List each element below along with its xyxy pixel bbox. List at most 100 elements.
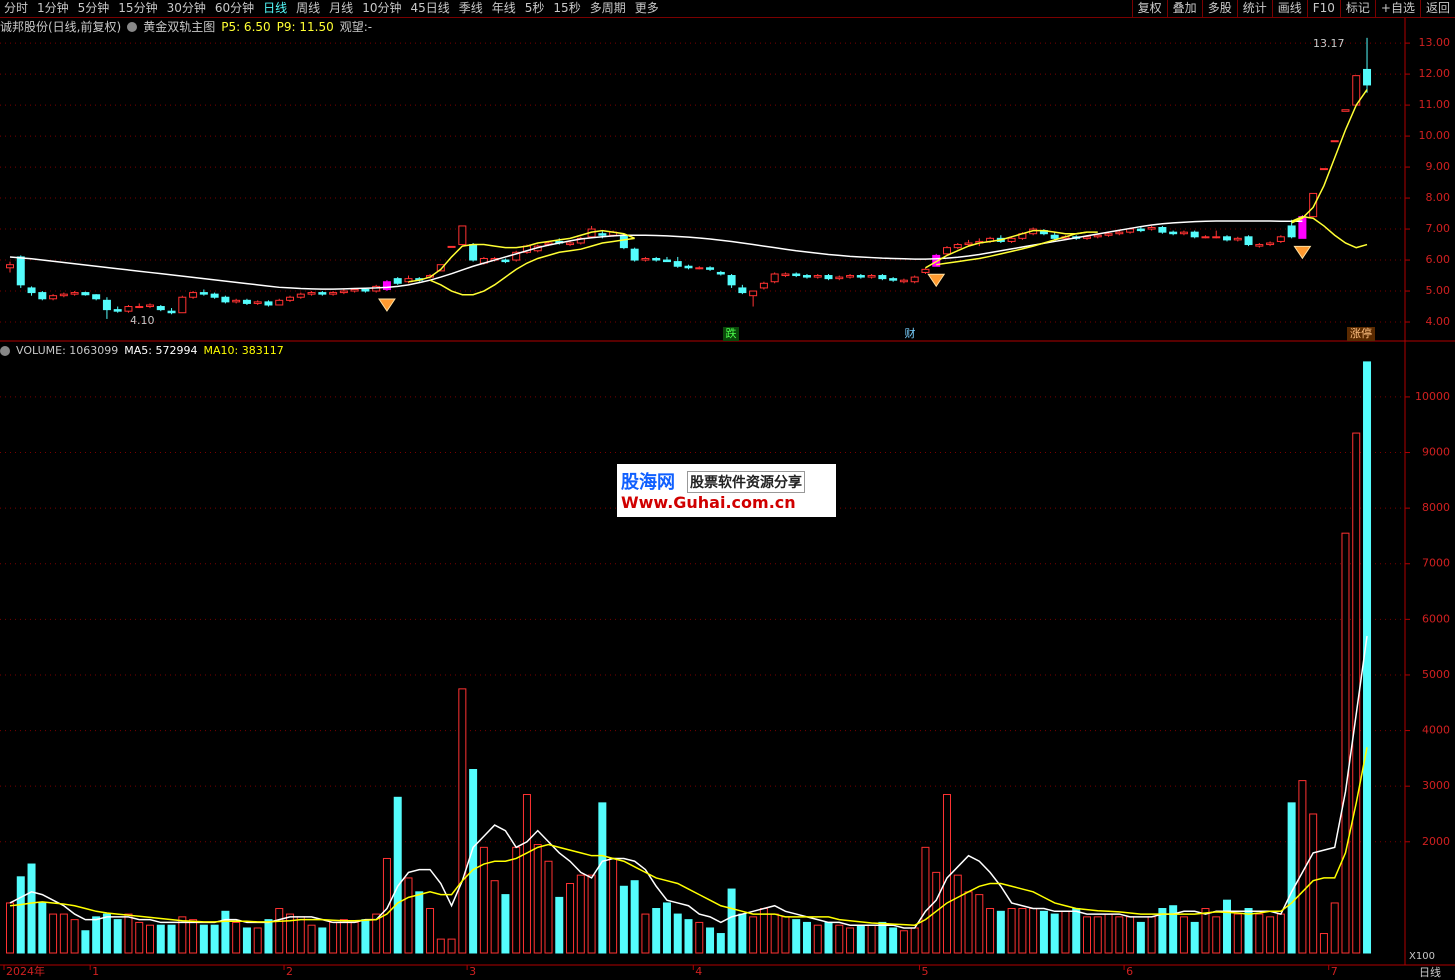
mark-box [723, 327, 739, 341]
period-tab[interactable]: 45日线 [410, 1, 450, 15]
period-tab[interactable]: 周线 [296, 1, 321, 15]
volume-bar [1244, 908, 1253, 954]
period-tab[interactable]: 年线 [491, 1, 516, 15]
volume-bar [296, 916, 305, 954]
volume-bar [695, 921, 704, 954]
volume-bar [1341, 532, 1350, 954]
candle-body [286, 296, 295, 301]
volume-bar [921, 846, 930, 954]
volume-bar [662, 902, 671, 954]
volume-header: VOLUME: 1063099 MA5: 572994 MA10: 383117 [0, 342, 284, 360]
volume-bar [6, 902, 14, 954]
tool-button[interactable]: F10 [1306, 0, 1340, 17]
candle-body [1223, 236, 1232, 241]
period-tab[interactable]: 60分钟 [214, 1, 255, 15]
period-tab[interactable]: 多周期 [589, 1, 626, 15]
tool-button[interactable]: 统计 [1236, 0, 1272, 17]
tool-button[interactable]: 复权 [1131, 0, 1167, 17]
candle-body [1266, 242, 1275, 246]
candle-body [318, 292, 327, 295]
volume-bar [307, 924, 316, 954]
volume-bar [447, 938, 456, 954]
volume-bar [932, 871, 941, 954]
volume-bar [393, 796, 402, 954]
volume-bar [81, 930, 90, 954]
candle-body [921, 268, 930, 273]
legend: P5: 6.50 P9: 11.50 [221, 18, 334, 36]
volume-bar [609, 857, 618, 954]
period-tab[interactable]: 5分钟 [77, 1, 110, 15]
period-tab[interactable]: 月线 [329, 1, 354, 15]
volume-bar [1050, 913, 1059, 954]
volume-bar [479, 846, 488, 954]
volume-bar [770, 913, 779, 954]
candle-body [146, 304, 155, 308]
candle-body [512, 251, 521, 261]
indicator-line [408, 229, 635, 283]
period-tab[interactable]: 15秒 [553, 1, 581, 15]
period-tab[interactable]: 30分钟 [166, 1, 206, 15]
period-tab[interactable]: 分时 [4, 1, 29, 15]
volume-bar [167, 924, 176, 954]
period-tab[interactable]: 15分钟 [118, 1, 158, 15]
volume-bar [544, 860, 553, 954]
candle-body [598, 233, 607, 236]
period-tab[interactable]: 日线 [263, 1, 288, 15]
tool-button[interactable]: 返回 [1419, 0, 1455, 17]
tool-button[interactable]: 多股 [1201, 0, 1237, 17]
volume-bar [1039, 910, 1048, 954]
tool-button[interactable]: 标记 [1339, 0, 1375, 17]
candle-body [102, 299, 111, 311]
x-tick-label: 6 [1126, 965, 1133, 978]
period-tab[interactable]: 10分钟 [362, 1, 402, 15]
period-tab[interactable]: 1分钟 [37, 1, 69, 15]
tool-button[interactable]: 画线 [1271, 0, 1307, 17]
volume-bar [253, 927, 262, 954]
period-tab[interactable]: 季线 [458, 1, 483, 15]
candle-body [878, 275, 887, 280]
candle-body [1233, 237, 1242, 241]
volume-bar [706, 927, 715, 954]
candle-body [1212, 236, 1221, 239]
watermark-url: Www.Guhai.com.cn [621, 493, 796, 512]
indicator-line [1291, 89, 1368, 224]
menu-dot[interactable] [127, 22, 138, 32]
candle-body [501, 259, 510, 263]
volume-bar [813, 924, 822, 954]
candle-body [964, 242, 973, 246]
candle-body [942, 247, 951, 255]
x-tick-label: 2024年 [6, 964, 45, 978]
candle-body [759, 282, 768, 289]
period-label: 日线 [1419, 965, 1441, 979]
candle-body [802, 275, 811, 278]
candle-body [307, 292, 316, 295]
volume-bar [792, 919, 801, 954]
ma-line [9, 220, 1303, 290]
period-tab[interactable]: 5秒 [524, 1, 545, 15]
candle-body [436, 264, 445, 272]
volume-bar [899, 930, 908, 954]
candle-body [1104, 233, 1113, 236]
high-annotation: 13.17 [1313, 37, 1345, 50]
volume-bar [953, 874, 962, 954]
candle-body [1179, 231, 1188, 235]
volume-bar [1018, 908, 1027, 954]
volume-bar [361, 919, 370, 954]
tool-button[interactable]: 叠加 [1166, 0, 1202, 17]
volume-bar [404, 877, 413, 954]
volume-bar [846, 927, 855, 954]
volume-bar [749, 916, 758, 954]
volume-bar [1115, 916, 1124, 954]
volume-bar [975, 894, 984, 954]
tool-button[interactable]: +自选 [1374, 0, 1420, 17]
y-tick-label: 5000 [1422, 668, 1450, 681]
period-tab[interactable]: 更多 [634, 1, 659, 15]
candle-body [1050, 234, 1059, 239]
candle-body [1190, 231, 1199, 238]
candle-body [210, 293, 219, 298]
volume-bar [996, 910, 1005, 954]
menu-dot[interactable] [0, 346, 10, 356]
signal-icon [927, 273, 946, 288]
candle-body [167, 310, 176, 314]
candle-body [447, 245, 456, 248]
